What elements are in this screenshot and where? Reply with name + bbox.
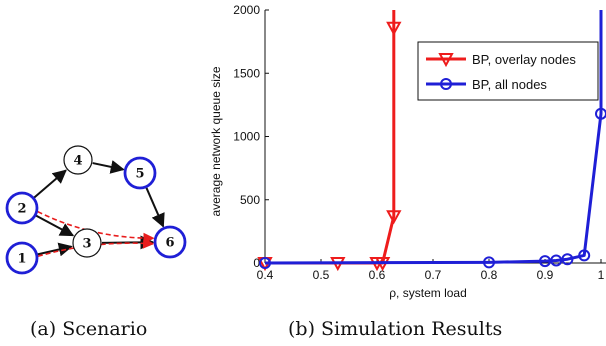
x-tick-label: 0.9	[537, 268, 554, 282]
edge-2-3	[35, 214, 75, 237]
x-tick-label: 1	[598, 268, 605, 282]
node-2: 2	[5, 191, 39, 225]
simulation-chart: 0 500 1000 1500 2000 0.4 0.5 0.6 0.7 0.8 0.9 1 ρ, sy…	[209, 3, 606, 300]
node-3-label: 3	[82, 237, 91, 252]
node-2-label: 2	[17, 202, 26, 217]
node-4-label: 4	[73, 154, 82, 169]
node-3: 3	[72, 228, 102, 258]
x-tick-label: 0.5	[313, 268, 330, 282]
edge-5-6	[145, 187, 165, 228]
series-1-point	[259, 257, 271, 269]
node-1: 1	[5, 241, 39, 275]
series-1-point	[483, 256, 495, 269]
y-tick-label: 1000	[233, 130, 260, 144]
caption-b: (b) Simulation Results	[288, 318, 503, 340]
node-3-circle	[72, 228, 102, 258]
series-0	[257, 10, 402, 272]
x-axis-label: ρ, system load	[389, 286, 467, 300]
node-2-circle	[5, 191, 39, 225]
x-tick-label: 0.7	[425, 268, 442, 282]
node-1-label: 1	[17, 252, 26, 267]
node-5: 5	[123, 156, 157, 190]
edge-4-5	[92, 160, 125, 174]
legend-entry-1: BP, all nodes	[426, 77, 547, 92]
legend-swatch-marker	[440, 78, 452, 90]
node-1-circle	[5, 241, 39, 275]
scenario-graph: 1 2 3 4 5 6	[5, 145, 187, 275]
x-tick-label: 0.4	[257, 268, 274, 282]
node-6-circle	[153, 225, 187, 259]
legend-box	[417, 41, 599, 101]
edge-1-3	[37, 242, 73, 257]
series-0-point	[386, 21, 402, 36]
y-tick-label: 0	[253, 256, 260, 270]
series-1	[259, 10, 606, 269]
y-tick-label: 2000	[233, 3, 260, 17]
node-6-label: 6	[165, 236, 174, 251]
legend-swatch-marker	[438, 53, 454, 68]
y-axis-label: average network queue size	[209, 66, 223, 216]
x-tick-label: 0.6	[369, 268, 386, 282]
node-5-circle	[123, 156, 157, 190]
node-4: 4	[63, 145, 93, 175]
node-6: 6	[153, 225, 187, 259]
node-5-label: 5	[135, 167, 144, 182]
series-0-point	[386, 210, 402, 225]
x-tick-label: 0.8	[481, 268, 498, 282]
series-1-point	[561, 253, 574, 266]
legend-label: BP, all nodes	[472, 77, 547, 92]
series-0-line	[265, 10, 396, 265]
y-tick-label: 1500	[233, 66, 260, 80]
legend-label: BP, overlay nodes	[472, 52, 576, 67]
series-1-point	[550, 254, 563, 267]
series-1-point	[578, 249, 591, 262]
series-1-point	[595, 107, 606, 120]
node-4-circle	[63, 145, 93, 175]
legend-entry-0: BP, overlay nodes	[426, 52, 576, 68]
edge-2-4	[33, 169, 67, 199]
series-1-point	[539, 255, 551, 268]
caption-a: (a) Scenario	[30, 318, 148, 340]
y-tick-label: 500	[240, 193, 260, 207]
